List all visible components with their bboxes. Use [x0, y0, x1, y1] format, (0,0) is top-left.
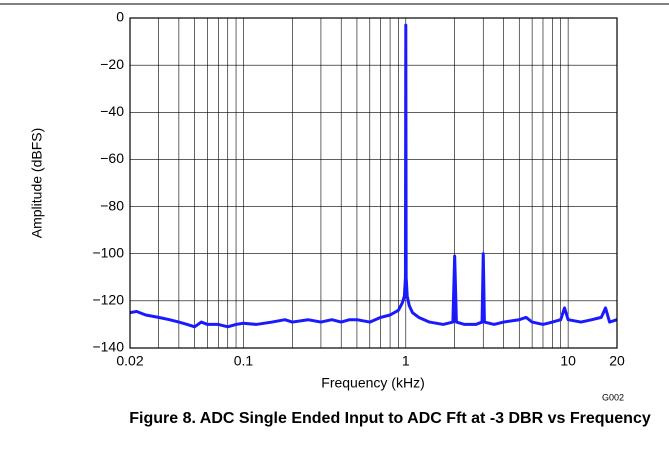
x-tick-label: 10 [560, 353, 576, 369]
x-tick-label: 1 [402, 353, 410, 369]
y-tick-label: −80 [100, 197, 124, 213]
x-axis-label: Frequency (kHz) [321, 375, 424, 391]
y-tick-label: 0 [116, 9, 124, 25]
plot [129, 23, 618, 329]
figure-id: G002 [602, 392, 624, 402]
y-tick-label: −60 [100, 150, 124, 166]
y-axis-label: Amplitude (dBFS) [29, 128, 45, 238]
x-tick-label: 0.1 [234, 353, 254, 369]
data-line [129, 23, 618, 329]
y-tick-label: −120 [92, 292, 124, 308]
y-tick-label: −40 [100, 103, 124, 119]
y-tick-label: −140 [92, 339, 124, 355]
grid [129, 17, 618, 349]
x-tick-label: 0.02 [116, 353, 143, 369]
y-tick-label: −20 [100, 56, 124, 72]
plot-frame [129, 17, 618, 349]
y-tick-label: −100 [92, 244, 124, 260]
chart-title: Figure 8. ADC Single Ended Input to ADC … [129, 410, 651, 427]
x-tick-label: 20 [609, 353, 625, 369]
